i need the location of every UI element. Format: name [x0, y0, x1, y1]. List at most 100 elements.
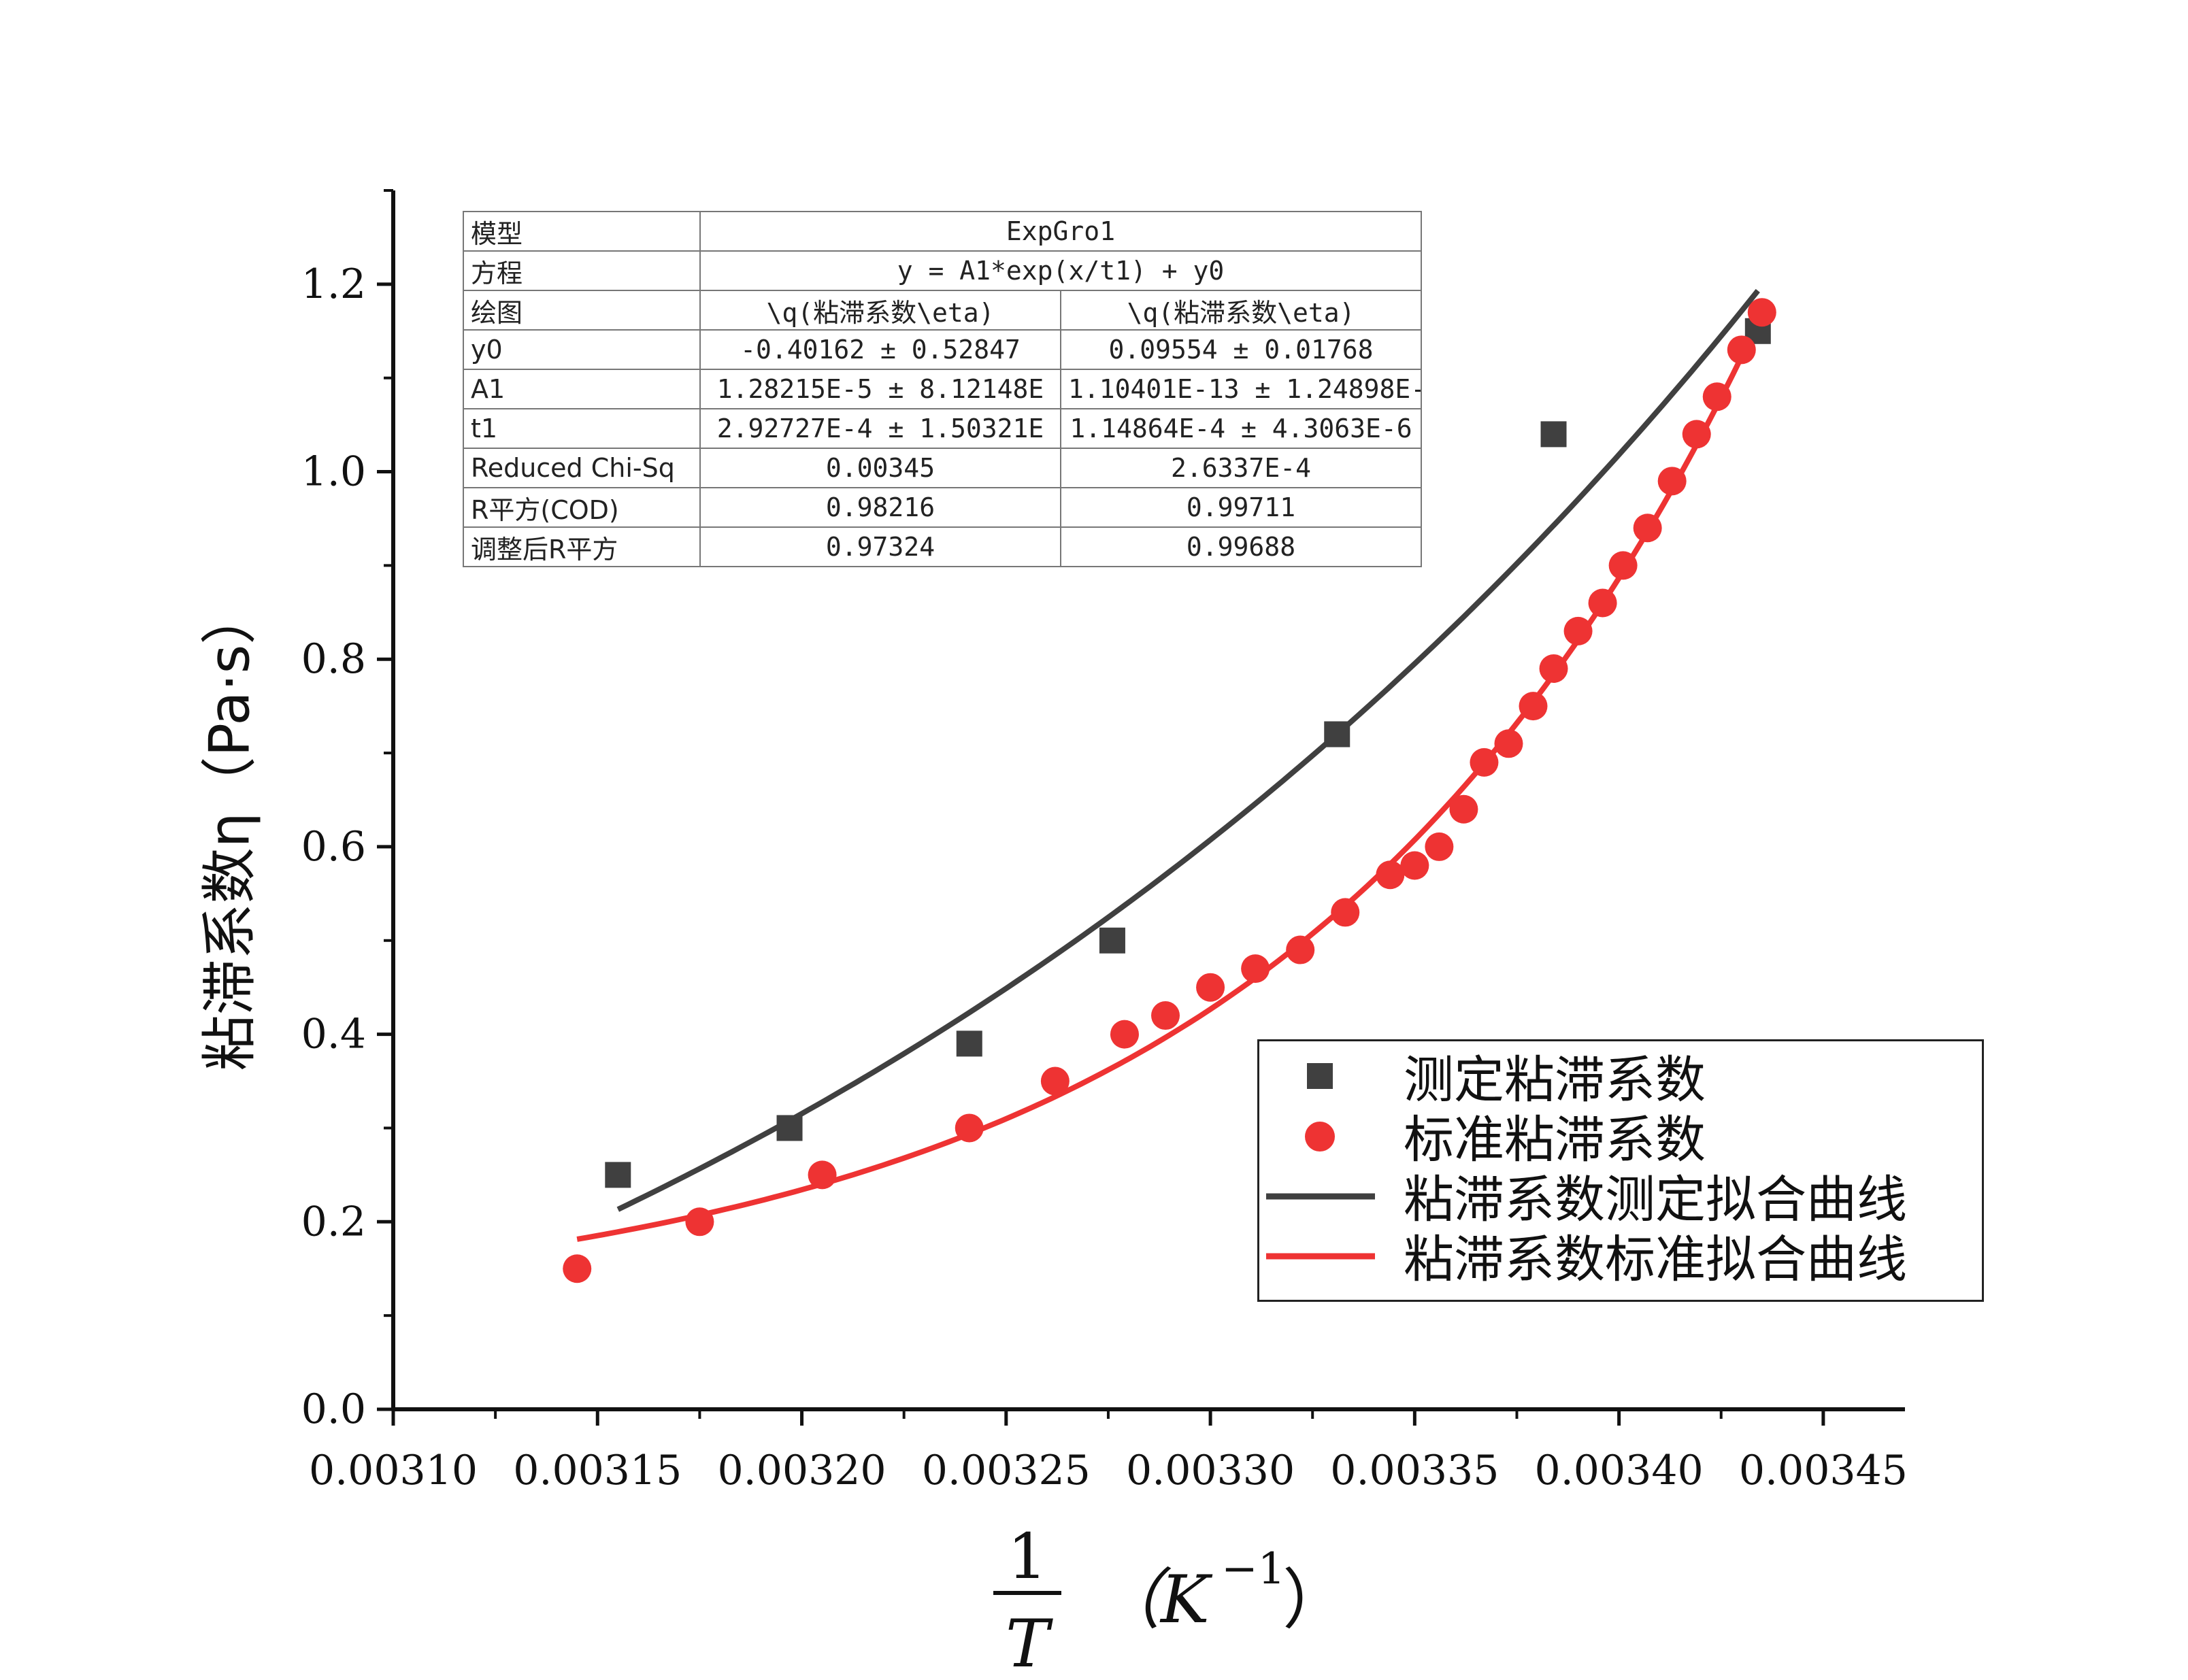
table-cell-label: y0: [463, 329, 701, 370]
legend-label: 标准粘滞系数: [1404, 1111, 1706, 1169]
table-cell: 0.99711: [1060, 487, 1422, 528]
table-cell: 0.97324: [699, 526, 1061, 567]
legend-item: 粘滞系数标准拟合曲线: [1259, 1229, 1982, 1290]
x-tick-label: 0.00335: [1330, 1447, 1499, 1494]
table-row: y0 -0.40162 ± 0.52847 0.09554 ± 0.01768: [463, 329, 1422, 370]
legend-item: 粘滞系数测定拟合曲线: [1259, 1169, 1982, 1230]
legend: 测定粘滞系数 标准粘滞系数 粘滞系数测定拟合曲线 粘滞系数标准拟合曲线: [1257, 1039, 1984, 1302]
table-row: 绘图 \q(粘滞系数\eta) \q(粘滞系数\eta): [463, 290, 1422, 331]
y-tick-label: 1.0: [301, 448, 366, 496]
x-title-unit: （K: [1095, 1562, 1213, 1638]
y-tick-label: 0.0: [301, 1385, 366, 1433]
table-cell-label: t1: [463, 408, 701, 449]
table-cell-label: 绘图: [463, 290, 701, 331]
data-point-circle: [1449, 794, 1478, 824]
table-cell-label: A1: [463, 369, 701, 409]
table-cell-label: Reduced Chi-Sq: [463, 448, 701, 488]
data-point-circle: [1286, 935, 1315, 964]
data-point-circle: [1331, 898, 1360, 927]
table-row: Reduced Chi-Sq 0.00345 2.6337E-4: [463, 448, 1422, 488]
data-point-circle: [1563, 616, 1593, 645]
data-point-circle: [1608, 551, 1638, 580]
data-point-circle: [1519, 692, 1548, 721]
table-cell: 2.92727E-4 ± 1.50321E: [699, 408, 1061, 449]
table-cell: 1.14864E-4 ± 4.3063E-6: [1060, 408, 1422, 449]
table-cell: y = A1*exp(x/t1) + y0: [699, 250, 1422, 291]
legend-label: 粘滞系数标准拟合曲线: [1404, 1230, 1907, 1289]
data-point-circle: [1682, 420, 1711, 449]
data-point-circle: [1400, 851, 1429, 880]
data-point-circle: [1040, 1066, 1070, 1096]
table-row: 调整后R平方 0.97324 0.99688: [463, 526, 1422, 567]
data-point-circle: [955, 1113, 984, 1143]
table-cell: 0.09554 ± 0.01768: [1060, 329, 1422, 370]
data-point-circle: [1747, 298, 1776, 327]
table-cell-label: 模型: [463, 211, 701, 252]
x-title-close: ）: [1282, 1562, 1348, 1638]
table-cell-label: R平方(COD): [463, 487, 701, 528]
table-cell: \q(粘滞系数\eta): [1060, 290, 1422, 331]
table-cell: -0.40162 ± 0.52847: [699, 329, 1061, 370]
data-point-circle: [1727, 335, 1756, 365]
y-tick-label: 0.6: [301, 823, 366, 871]
table-row: 方程 y = A1*exp(x/t1) + y0: [463, 250, 1422, 291]
table-row: 模型 ExpGro1: [463, 211, 1422, 252]
data-point-circle: [1425, 832, 1454, 861]
table-cell-label: 方程: [463, 250, 701, 291]
table-row: R平方(COD) 0.98216 0.99711: [463, 487, 1422, 528]
y-tick-label: 1.2: [301, 261, 366, 308]
table-cell: \q(粘滞系数\eta): [699, 290, 1061, 331]
y-tick-label: 0.8: [301, 635, 366, 683]
x-title-numerator: 1: [1008, 1520, 1048, 1593]
legend-item: 测定粘滞系数: [1259, 1049, 1982, 1111]
data-point-square: [1324, 721, 1350, 747]
data-point-square: [776, 1115, 803, 1141]
data-point-circle: [1151, 1001, 1180, 1030]
data-point-square: [1099, 927, 1125, 954]
y-axis-title: 粘滞系数η（Pa·s）: [197, 588, 263, 1071]
data-points: [563, 298, 1776, 1283]
x-title-denominator: T: [1006, 1606, 1053, 1680]
x-tick-label: 0.00310: [309, 1447, 478, 1494]
data-point-circle: [1241, 954, 1270, 984]
data-point-circle: [1196, 973, 1225, 1002]
fit-curve-line: [616, 288, 1760, 1212]
data-point-circle: [1470, 747, 1499, 777]
table-cell: 0.98216: [699, 487, 1061, 528]
x-axis-title: 1 T （K −1 ）: [993, 1520, 1348, 1680]
table-cell: 1.28215E-5 ± 8.12148E: [699, 369, 1061, 409]
table-cell: 2.6337E-4: [1060, 448, 1422, 488]
table-cell-label: 调整后R平方: [463, 526, 701, 567]
x-title-exponent: −1: [1221, 1544, 1285, 1594]
legend-item: 标准粘滞系数: [1259, 1109, 1982, 1171]
table-cell: ExpGro1: [699, 211, 1422, 252]
legend-line-icon: [1266, 1253, 1375, 1260]
data-point-circle: [563, 1254, 592, 1283]
x-tick-label: 0.00320: [717, 1447, 886, 1494]
data-point-square: [605, 1162, 631, 1188]
legend-line-icon: [1266, 1193, 1375, 1200]
legend-square-marker-icon: [1307, 1063, 1333, 1089]
data-point-circle: [1110, 1020, 1139, 1049]
data-point-square: [956, 1030, 982, 1057]
data-point-circle: [808, 1160, 837, 1190]
legend-label: 测定粘滞系数: [1404, 1051, 1706, 1109]
table-row: A1 1.28215E-5 ± 8.12148E 1.10401E-13 ± 1…: [463, 369, 1422, 409]
axes: 0.00310 0.00315 0.00320 0.00325 0.00330 0.003…: [301, 189, 1908, 1494]
y-tick-label: 0.2: [301, 1198, 366, 1245]
x-tick-label: 0.00330: [1126, 1447, 1295, 1494]
fit-results-table: 模型 ExpGro1 方程 y = A1*exp(x/t1) + y0 绘图 \…: [463, 211, 1422, 567]
x-tick-label: 0.00340: [1535, 1447, 1704, 1494]
data-point-square: [1540, 421, 1567, 448]
x-tick-label: 0.00315: [513, 1447, 682, 1494]
legend-circle-marker-icon: [1305, 1122, 1335, 1152]
x-tick-label: 0.00345: [1739, 1447, 1908, 1494]
table-cell: 0.99688: [1060, 526, 1422, 567]
data-point-circle: [685, 1207, 714, 1237]
data-point-circle: [1494, 729, 1523, 758]
y-tick-label: 0.4: [301, 1011, 366, 1058]
data-point-circle: [1633, 514, 1662, 543]
table-cell: 1.10401E-13 ± 1.24898E-: [1060, 369, 1422, 409]
table-cell: 0.00345: [699, 448, 1061, 488]
